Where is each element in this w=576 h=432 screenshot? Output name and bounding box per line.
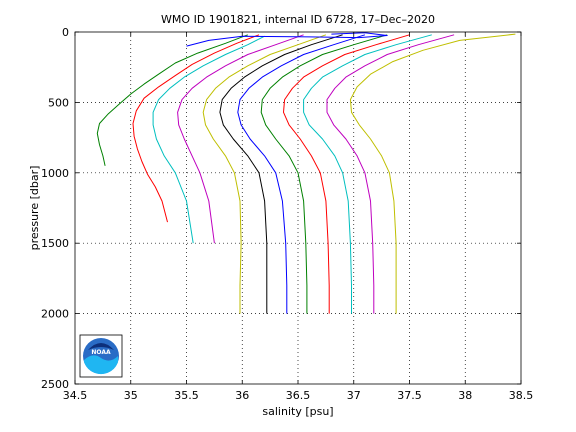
axes-ticks: 34.5 35 35.5 36 36.5 37 37.5 38 38.5 0 500 1000 1500… bbox=[41, 26, 533, 402]
profile-line-5 bbox=[202, 34, 327, 314]
x-tick-label: 38.5 bbox=[509, 389, 534, 402]
x-tick-label: 37.5 bbox=[397, 389, 422, 402]
y-tick-label: 1500 bbox=[41, 237, 69, 250]
y-axis-label: pressure [dbar] bbox=[28, 166, 41, 251]
y-tick-label: 500 bbox=[48, 96, 69, 109]
x-tick-label: 36.5 bbox=[286, 389, 311, 402]
grid bbox=[75, 32, 521, 384]
x-tick-label: 36 bbox=[235, 389, 249, 402]
series-group bbox=[96, 32, 516, 314]
x-tick-label: 37 bbox=[347, 389, 361, 402]
profile-line-11 bbox=[326, 34, 455, 314]
chart-title: WMO ID 1901821, internal ID 6728, 17–Dec… bbox=[161, 13, 435, 26]
x-axis-label: salinity [psu] bbox=[262, 405, 333, 418]
profile-line-6 bbox=[219, 34, 343, 314]
x-tick-label: 35 bbox=[124, 389, 138, 402]
y-tick-label: 2500 bbox=[41, 378, 69, 391]
profile-line-8 bbox=[260, 34, 388, 314]
noaa-logo: NOAA bbox=[79, 334, 123, 378]
logo-bird-icon bbox=[88, 343, 114, 350]
x-tick-label: 34.5 bbox=[63, 389, 88, 402]
profile-line-3 bbox=[152, 35, 265, 244]
profile-line-2 bbox=[132, 34, 260, 223]
profile-line-4 bbox=[177, 34, 304, 244]
x-tick-label: 38 bbox=[458, 389, 472, 402]
profile-line-1 bbox=[96, 34, 248, 166]
y-tick-label: 2000 bbox=[41, 308, 69, 321]
profile-line-10 bbox=[303, 34, 432, 314]
logo-wave-icon bbox=[84, 355, 118, 375]
x-tick-label: 35.5 bbox=[174, 389, 199, 402]
profile-line-13 bbox=[186, 32, 388, 47]
profile-line-12 bbox=[349, 33, 516, 314]
y-tick-label: 0 bbox=[62, 26, 69, 39]
y-tick-label: 1000 bbox=[41, 167, 69, 180]
profile-line-9 bbox=[283, 34, 410, 314]
logo-text: NOAA bbox=[91, 349, 111, 356]
profile-line-7 bbox=[237, 34, 366, 314]
